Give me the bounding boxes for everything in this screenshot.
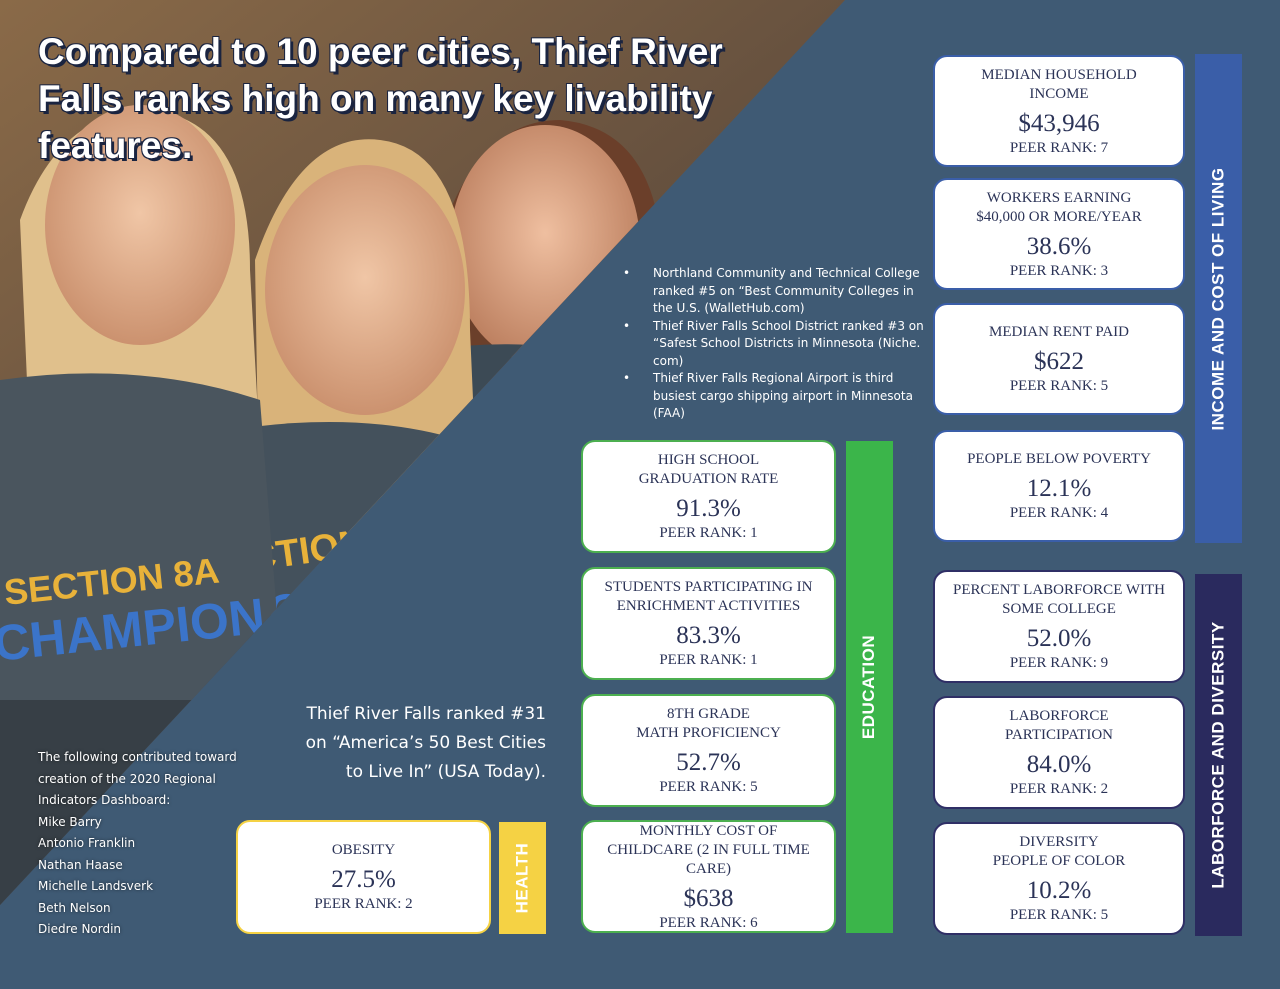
contributor-name: Beth Nelson <box>38 900 111 915</box>
list-item: • Thief River Falls School District ranke… <box>623 318 924 368</box>
usa-today-ranking-note: Thief River Falls ranked #31 on “America… <box>305 704 546 782</box>
stat-value: 91.3% <box>676 495 741 522</box>
stat-value: 52.0% <box>1026 625 1092 652</box>
stat-label: MONTHLY COST OF CHILDCARE (2 in full tim… <box>607 822 810 877</box>
stat-value: 12.1% <box>1026 475 1092 502</box>
peer-rank: PEER RANK: 7 <box>1009 139 1109 156</box>
median-household-income-card: MEDIAN HOUSEHOLD INCOME $43,946 PEER RAN… <box>933 55 1185 167</box>
peer-rank: PEER RANK: 3 <box>1009 262 1109 279</box>
graduation-rate-card: HIGH SCHOOL GRADUATION RATE 91.3% PEER R… <box>581 440 836 553</box>
peer-rank: PEER RANK: 2 <box>1009 781 1109 797</box>
contributor-name: Nathan Haase <box>38 857 123 872</box>
stat-value: $43,946 <box>1018 109 1100 137</box>
health-category-bar: HEALTH <box>499 822 546 934</box>
contributor-name: Mike Barry <box>38 814 102 829</box>
peer-rank: PEER RANK: 5 <box>1009 378 1109 394</box>
stat-label: MEDIAN RENT PAID <box>988 324 1129 340</box>
laborforce-college-card: PERCENT LABORFORCE WITH SOME COLLEGE 52.… <box>933 570 1185 683</box>
stat-value: 38.6% <box>1026 232 1092 260</box>
highlights-list: • Northland Community and Technical Colle… <box>620 265 930 423</box>
credits-intro: The following contributed toward creatio… <box>38 750 237 807</box>
math-proficiency-card: 8TH GRADE MATH PROFICIENCY 52.7% PEER RA… <box>581 694 836 807</box>
laborforce-category-bar: LABORFORCE AND DIVERSITY <box>1195 574 1242 936</box>
contributor-name: Antonio Franklin <box>38 836 136 850</box>
people-below-poverty-card: PEOPLE BELOW POVERTY 12.1% PEER RANK: 4 <box>933 430 1185 542</box>
stat-value: 52.7% <box>676 749 741 776</box>
stat-label: LABORFORCE PARTICIPATION <box>1004 708 1114 743</box>
list-item: • Northland Community and Technical Colle… <box>623 266 920 315</box>
bullet-icon: • <box>623 266 631 280</box>
stat-value: 84.0% <box>1026 751 1092 778</box>
stat-value: 10.2% <box>1026 877 1092 904</box>
bullet-icon: • <box>623 371 631 385</box>
category-label: INCOME AND COST OF LIVING <box>1208 166 1228 431</box>
category-label: LABORFORCE AND DIVERSITY <box>1208 621 1228 889</box>
peer-rank: PEER RANK: 1 <box>659 652 758 668</box>
childcare-cost-card: MONTHLY COST OF CHILDCARE (2 in full tim… <box>581 820 836 933</box>
peer-rank: PEER RANK: 1 <box>659 525 758 541</box>
category-label: HEALTH <box>512 842 532 914</box>
stat-label: OBESITY <box>331 842 396 858</box>
contributor-name: Diedre Nordin <box>38 922 122 936</box>
stat-label: WORKERS EARNING $40,000 OR MORE/YEAR <box>976 189 1142 225</box>
education-category-bar: EDUCATION <box>846 441 893 933</box>
stat-value: $638 <box>683 884 734 912</box>
stat-value: $622 <box>1034 348 1084 375</box>
peer-rank: PEER RANK: 4 <box>1009 505 1109 521</box>
peer-rank: PEER RANK: 5 <box>1009 907 1109 923</box>
bullet-icon: • <box>623 318 631 333</box>
peer-rank: PEER RANK: 6 <box>659 914 758 931</box>
diversity-card: DIVERSITY PEOPLE OF COLOR 10.2% PEER RAN… <box>933 822 1185 935</box>
peer-rank: PEER RANK: 9 <box>1009 655 1109 671</box>
contributor-name: Michelle Landsverk <box>38 879 154 893</box>
income-category-bar: INCOME AND COST OF LIVING <box>1195 54 1242 543</box>
contributors-credits: The following contributed toward creatio… <box>38 747 248 941</box>
stat-value: 27.5% <box>331 866 396 893</box>
stat-label: PERCENT LABORFORCE WITH SOME COLLEGE <box>953 582 1165 617</box>
list-item: • Thief River Falls Regional Airport is t… <box>623 371 913 420</box>
stat-label: 8TH GRADE MATH PROFICIENCY <box>636 706 781 741</box>
laborforce-participation-card: LABORFORCE PARTICIPATION 84.0% PEER RANK… <box>933 696 1185 809</box>
enrichment-activities-card: STUDENTS PARTICIPATING IN ENRICHMENT ACT… <box>581 567 836 680</box>
stat-label: PEOPLE BELOW POVERTY <box>967 451 1151 467</box>
category-label: EDUCATION <box>859 634 879 740</box>
stat-value: 83.3% <box>676 622 741 649</box>
workers-earning-card: WORKERS EARNING $40,000 OR MORE/YEAR 38.… <box>933 178 1185 290</box>
peer-rank: PEER RANK: 5 <box>659 779 758 795</box>
stat-label: STUDENTS PARTICIPATING IN ENRICHMENT ACT… <box>604 579 813 614</box>
stat-label: DIVERSITY PEOPLE OF COLOR <box>992 834 1126 869</box>
peer-rank: PEER RANK: 2 <box>314 896 413 912</box>
stat-label: HIGH SCHOOL GRADUATION RATE <box>638 452 779 487</box>
page-headline: Compared to 10 peer cities, Thief River … <box>38 31 723 166</box>
obesity-card: OBESITY 27.5% PEER RANK: 2 <box>236 820 491 934</box>
stat-label: MEDIAN HOUSEHOLD INCOME <box>981 66 1137 102</box>
median-rent-card: MEDIAN RENT PAID $622 PEER RANK: 5 <box>933 303 1185 415</box>
